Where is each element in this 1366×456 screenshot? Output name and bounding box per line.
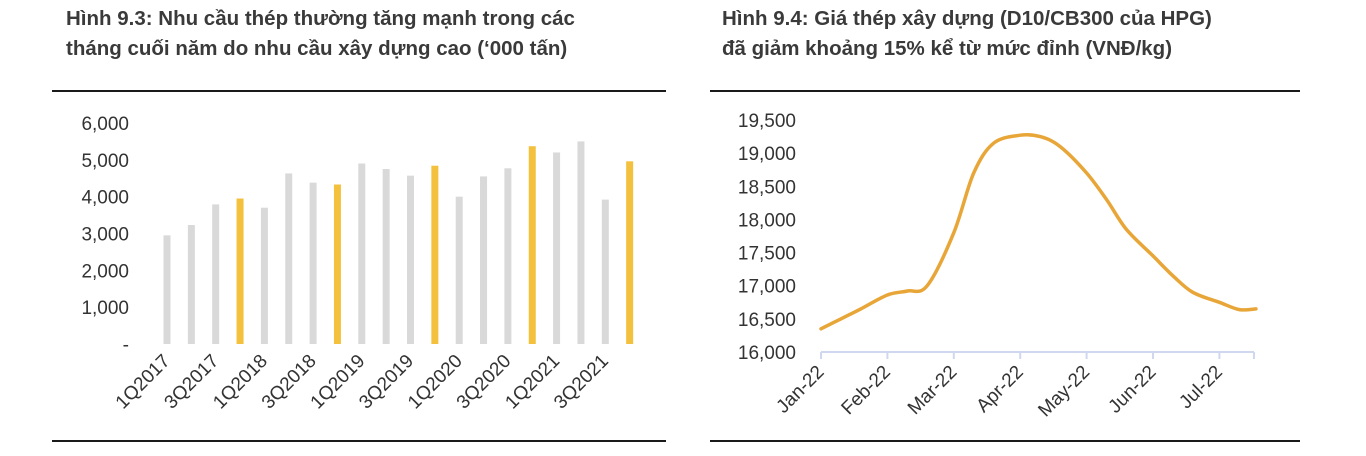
bottom-rule-left	[52, 440, 666, 442]
bar-1Q2020	[455, 196, 463, 344]
bar-1Q2019	[358, 163, 366, 344]
bar-3Q2017	[212, 204, 220, 344]
x-tick-label: Jul-22	[1175, 362, 1226, 413]
bar-2Q2020	[480, 176, 488, 344]
y-tick-label: 17,500	[738, 244, 796, 265]
bar-3Q2021	[601, 199, 609, 344]
x-tick-label: Mar-22	[904, 362, 961, 419]
y-tick-label: -	[123, 335, 129, 356]
y-tick-label: 18,000	[738, 210, 796, 231]
x-tick-label: Feb-22	[838, 362, 895, 419]
bar-3Q2018	[309, 182, 317, 344]
price-line-series	[819, 132, 1258, 331]
top-rule-left	[52, 90, 666, 92]
bar-1Q2021	[553, 152, 561, 344]
y-tick-label: 16,000	[738, 343, 796, 364]
bar-2Q2018	[285, 173, 293, 344]
bar-4Q2017	[236, 198, 244, 344]
y-tick-label: 19,000	[738, 144, 796, 165]
chart-title-steel-demand: Hình 9.3: Nhu cầu thép thường tăng mạnh …	[66, 4, 575, 64]
bar-3Q2019	[407, 175, 414, 344]
bar-4Q2020	[528, 146, 536, 344]
x-tick-label: Jan-22	[773, 362, 829, 418]
bar-2Q2017	[187, 225, 195, 344]
y-tick-label: 16,500	[738, 310, 796, 331]
top-rule-right	[710, 90, 1300, 92]
y-tick-label: 4,000	[81, 188, 129, 209]
chart-title-line-1: Hình 9.3: Nhu cầu thép thường tăng mạnh …	[66, 7, 575, 30]
bar-2Q2019	[382, 169, 390, 344]
y-tick-label: 1,000	[81, 298, 129, 319]
x-tick-label: Apr-22	[973, 362, 1028, 417]
x-tick-label: May-22	[1034, 362, 1094, 422]
y-tick-label: 5,000	[81, 151, 129, 172]
chart-title-line-1: Hình 9.4: Giá thép xây dựng (D10/CB300 c…	[722, 7, 1212, 30]
y-tick-label: 3,000	[81, 225, 129, 246]
bar-4Q2021	[626, 161, 634, 344]
bar-3Q2020	[504, 168, 512, 344]
y-tick-label: 18,500	[738, 177, 796, 198]
x-tick-label: Jun-22	[1105, 362, 1161, 418]
y-tick-label: 19,500	[738, 111, 796, 132]
bar-1Q2017	[163, 235, 171, 344]
bar-4Q2018	[333, 184, 341, 344]
bar-4Q2019	[431, 165, 439, 344]
chart-title-steel-price: Hình 9.4: Giá thép xây dựng (D10/CB300 c…	[722, 4, 1212, 64]
chart-title-line-2: đã giảm khoảng 15% kể từ mức đỉnh (VNĐ/k…	[722, 37, 1173, 60]
chart-title-line-2: tháng cuối năm do nhu cầu xây dựng cao (…	[66, 37, 568, 60]
y-tick-label: 6,000	[81, 114, 129, 135]
y-tick-label: 2,000	[81, 261, 129, 282]
bottom-rule-right	[710, 440, 1300, 442]
bar-1Q2018	[260, 207, 268, 344]
y-tick-label: 17,000	[738, 277, 796, 298]
bar-2Q2021	[577, 141, 585, 344]
